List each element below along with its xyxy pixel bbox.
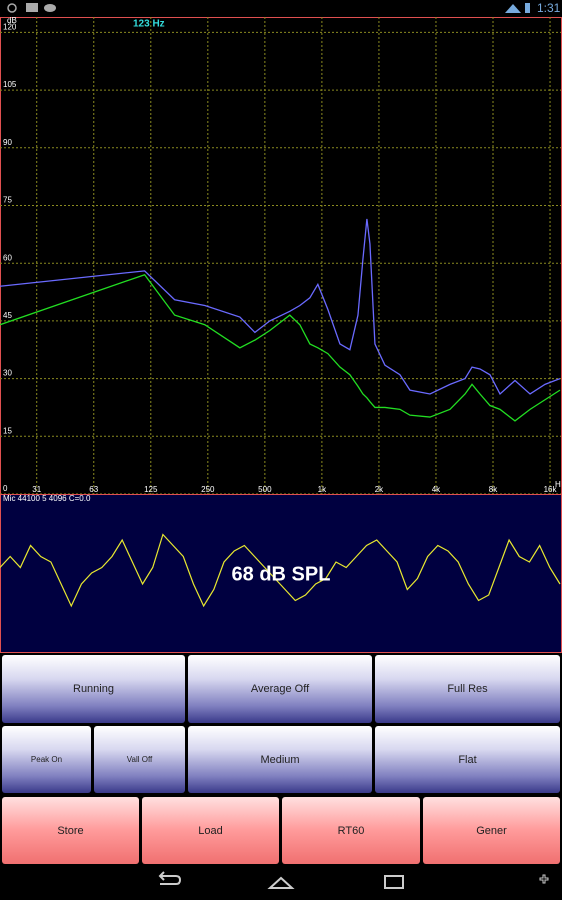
control-button[interactable]: Medium	[188, 726, 372, 793]
control-button[interactable]: Flat	[375, 726, 560, 793]
spectrum-panel	[0, 17, 562, 495]
status-icons	[7, 3, 530, 13]
marker-label: 123 Hz	[133, 19, 165, 30]
y-tick-label: 0	[3, 484, 8, 493]
x-tick-label: 1k	[318, 485, 327, 494]
x-tick-label: 500	[258, 485, 272, 494]
waveform-line	[0, 533, 561, 608]
x-tick-label: 63	[89, 485, 98, 494]
x-tick-label: 250	[201, 485, 215, 494]
spectrum-line	[0, 273, 561, 422]
x-tick-label: 2k	[375, 485, 384, 494]
y-tick-label: 45	[3, 311, 12, 320]
control-button[interactable]: Store	[2, 797, 139, 864]
y-tick-label: 120	[3, 22, 17, 31]
x-tick-label: 4k	[432, 485, 441, 494]
x-tick-label: 8k	[489, 485, 498, 494]
nav-icons	[158, 871, 549, 889]
x-unit-label: H	[555, 480, 561, 489]
y-tick-label: 30	[3, 369, 12, 378]
y-unit-label: dB	[7, 16, 17, 25]
control-button[interactable]: Average Off	[188, 655, 372, 723]
control-button[interactable]: Gener	[423, 797, 560, 864]
y-tick-label: 105	[3, 80, 17, 89]
control-button[interactable]: Vall Off	[94, 726, 185, 793]
y-tick-label: 15	[3, 426, 12, 435]
spectrum-line	[0, 218, 561, 396]
x-tick-label: 16k	[544, 485, 558, 494]
control-button[interactable]: RT60	[282, 797, 420, 864]
status-time: 1:31	[537, 1, 561, 15]
y-tick-label: 75	[3, 196, 12, 205]
control-button[interactable]: Peak On	[2, 726, 91, 793]
x-tick-label: 31	[32, 485, 41, 494]
y-tick-label: 60	[3, 253, 12, 262]
control-button[interactable]: Full Res	[375, 655, 560, 723]
waveform-panel	[0, 494, 562, 653]
spl-level: 68 dB SPL	[232, 563, 331, 585]
y-tick-label: 90	[3, 138, 12, 147]
waveform-info: Mic 44100 5 4096 C=0.0	[3, 494, 91, 503]
control-button[interactable]: Load	[142, 797, 279, 864]
x-tick-label: 125	[144, 485, 158, 494]
control-button[interactable]: Running	[2, 655, 185, 723]
